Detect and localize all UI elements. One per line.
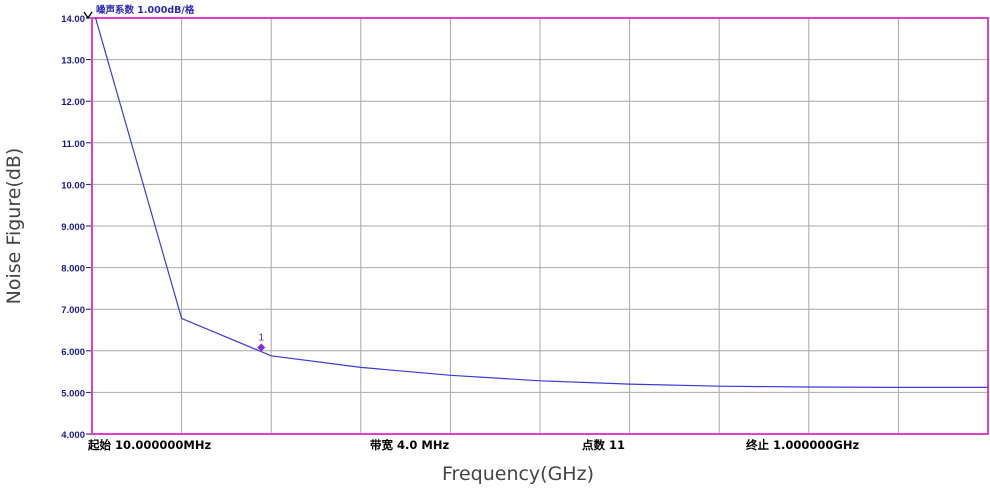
marker-diamond-icon bbox=[257, 343, 266, 352]
y-tick-label: 11.00 bbox=[62, 139, 85, 150]
y-tick-label: 9.000 bbox=[61, 222, 85, 233]
x-axis-label: Frequency(GHz) bbox=[442, 463, 594, 485]
y-tick-labels: 14.00 13.00 12.00 11.00 10.00 9.000 8.000 7.000… bbox=[61, 14, 91, 441]
y-tick-label: 13.00 bbox=[61, 56, 85, 67]
points-label: 点数 11 bbox=[582, 438, 625, 452]
y-tick-label: 10.00 bbox=[61, 180, 85, 191]
grid-lines bbox=[92, 18, 988, 434]
y-tick-label: 7.000 bbox=[61, 305, 85, 316]
y-axis-label: Noise Figure(dB) bbox=[3, 148, 25, 305]
y-tick-label: 5.000 bbox=[61, 388, 85, 399]
y-tick-label: 8.000 bbox=[61, 264, 85, 275]
reference-arrow-icon bbox=[83, 11, 93, 20]
marker-1: 1 bbox=[257, 332, 266, 352]
start-frequency: 起始 10.000000MHz bbox=[87, 438, 211, 452]
plot-frame bbox=[91, 17, 989, 435]
y-tick-label: 14.00 bbox=[61, 14, 85, 25]
chart-header: 噪声系数 1.000dB/格 bbox=[96, 4, 195, 16]
series-line-noise-figure bbox=[94, 18, 988, 388]
y-tick-label: 4.000 bbox=[61, 430, 85, 441]
y-tick-label: 12.00 bbox=[61, 97, 85, 108]
marker-label: 1 bbox=[258, 332, 264, 343]
bandwidth-label: 带宽 4.0 MHz bbox=[370, 438, 449, 452]
y-tick-label: 6.000 bbox=[61, 347, 85, 358]
stop-frequency: 终止 1.000000GHz bbox=[746, 438, 859, 452]
